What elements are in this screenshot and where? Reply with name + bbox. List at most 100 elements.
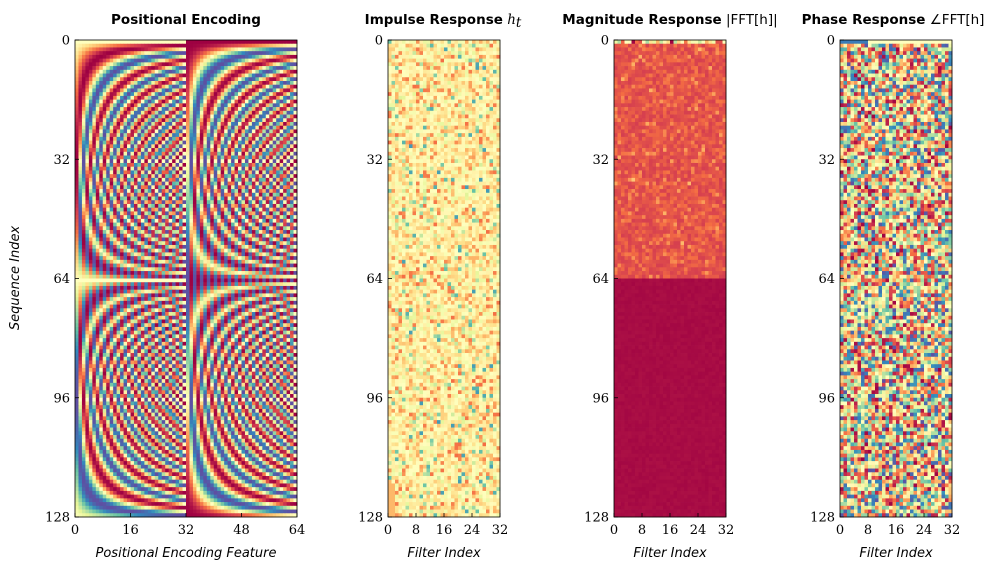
pe-cell	[123, 151, 128, 156]
pe-cell	[123, 308, 128, 313]
pe-cell	[258, 155, 263, 160]
pe-cell	[175, 304, 180, 309]
pe-cell	[133, 256, 138, 261]
pe-cell	[154, 162, 159, 168]
pe-cell	[234, 244, 239, 250]
pe-cell	[262, 125, 267, 130]
pe-cell	[137, 289, 142, 294]
pe-cell	[182, 289, 187, 294]
pe-cell	[238, 226, 242, 231]
pe-cell	[265, 174, 270, 179]
pe-cell	[206, 308, 211, 313]
pe-cell	[113, 282, 117, 287]
pe-cell	[99, 51, 104, 56]
pe-cell	[106, 62, 111, 67]
pe-cell	[186, 92, 190, 97]
pe-cell	[127, 244, 131, 250]
pe-cell	[234, 133, 239, 138]
pe-cell	[144, 289, 149, 294]
pe-cell	[262, 293, 267, 298]
pe-cell	[95, 237, 100, 242]
pe-cell	[75, 218, 79, 223]
pe-cell	[78, 58, 83, 63]
pe-cell	[161, 252, 166, 257]
pe-cell	[165, 155, 170, 160]
pe-cell	[199, 289, 204, 294]
pe-cell	[161, 278, 166, 283]
pe-cell	[258, 300, 263, 305]
pe-cell	[85, 166, 90, 171]
pe-cell	[109, 62, 114, 67]
pe-cell	[106, 267, 111, 272]
pe-cell	[196, 84, 201, 89]
pe-cell	[276, 323, 281, 328]
pe-cell	[248, 166, 253, 171]
pe-cell	[262, 73, 267, 78]
pe-cell	[265, 69, 270, 74]
pe-cell	[286, 170, 291, 175]
pe-cell	[99, 285, 104, 291]
pe-cell	[78, 77, 83, 82]
pe-cell	[113, 107, 117, 112]
pe-cell	[206, 144, 211, 149]
pe-cell	[127, 43, 131, 48]
pe-cell	[265, 159, 270, 164]
pe-cell	[189, 177, 194, 182]
pe-cell	[186, 107, 190, 112]
pe-cell	[154, 110, 159, 115]
pe-cell	[203, 252, 208, 257]
pe-cell	[231, 244, 235, 250]
pe-cell	[144, 144, 149, 149]
pe-cell	[116, 43, 121, 48]
pe-cell	[265, 40, 270, 45]
pe-cell	[244, 99, 249, 104]
pe-cell	[133, 166, 138, 171]
pe-cell	[147, 237, 152, 242]
pe-cell	[290, 189, 294, 194]
pe-cell	[81, 259, 86, 264]
pe-cell	[85, 252, 90, 257]
pe-cell	[186, 241, 190, 246]
pe-cell	[290, 267, 294, 272]
pe-cell	[217, 99, 222, 104]
pe-cell	[127, 285, 131, 291]
pe-cell	[113, 185, 117, 190]
pe-cell	[78, 118, 83, 123]
pe-cell	[234, 200, 239, 205]
pe-cell	[265, 244, 270, 250]
pe-cell	[213, 92, 218, 97]
pe-cell	[144, 237, 149, 242]
pe-cell	[99, 151, 104, 156]
pe-cell	[182, 54, 187, 59]
pe-cell	[165, 140, 170, 145]
pe-cell	[286, 62, 291, 67]
pe-cell	[227, 241, 232, 246]
pe-cell	[92, 77, 97, 82]
pe-cell	[265, 162, 270, 168]
pe-cell	[113, 189, 117, 194]
pe-cell	[199, 166, 204, 171]
pe-cell	[123, 88, 128, 93]
pe-cell	[272, 289, 277, 294]
pe-cell	[231, 51, 235, 56]
pe-cell	[196, 222, 201, 227]
pe-cell	[120, 278, 124, 283]
pe-cell	[276, 162, 281, 168]
pe-cell	[106, 196, 111, 201]
pe-cell	[151, 84, 156, 89]
pe-cell	[147, 248, 152, 253]
pe-cell	[265, 315, 270, 320]
pe-cell	[137, 103, 142, 108]
pe-cell	[244, 248, 249, 253]
pe-cell	[151, 151, 156, 156]
pe-cell	[186, 155, 190, 160]
pe-cell	[137, 181, 142, 186]
pe-cell	[196, 233, 201, 238]
pe-cell	[144, 319, 149, 324]
pe-cell	[196, 58, 201, 63]
pe-cell	[186, 200, 190, 205]
pe-cell	[92, 278, 97, 283]
pe-cell	[95, 43, 100, 48]
pe-cell	[127, 181, 131, 186]
pe-cell	[286, 95, 291, 100]
